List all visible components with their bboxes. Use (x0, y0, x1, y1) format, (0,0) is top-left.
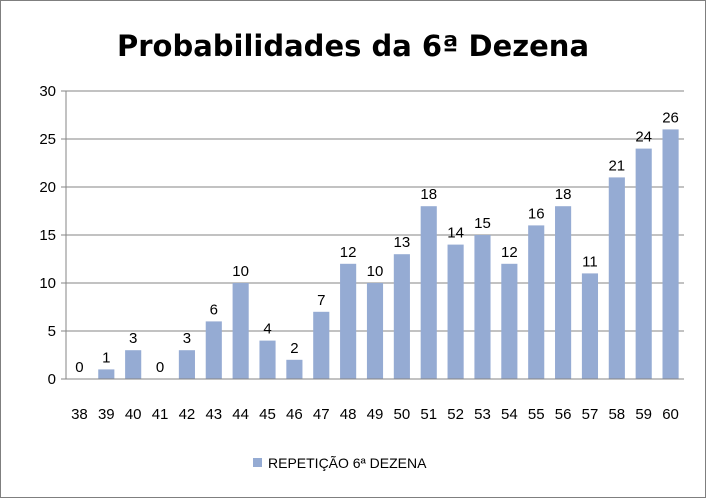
x-tick-label-51: 51 (420, 406, 437, 423)
y-tick-label-15: 15 (39, 227, 56, 244)
bar-60 (662, 129, 679, 379)
x-tick-label-57: 57 (582, 406, 599, 423)
data-label-54: 12 (501, 244, 518, 261)
bar-46 (286, 359, 303, 379)
legend-label: REPETIÇÃO 6ª DEZENA (268, 455, 427, 471)
bar-49 (366, 283, 384, 379)
chart-title: Probabilidades da 6ª Dezena (117, 29, 589, 63)
bars (98, 129, 679, 379)
x-tick-label-54: 54 (501, 406, 518, 423)
bar-51 (420, 206, 437, 379)
y-tick-label-5: 5 (48, 323, 56, 340)
x-tick-label-52: 52 (447, 406, 464, 423)
bar-52 (447, 244, 464, 379)
data-label-41: 0 (156, 359, 164, 376)
x-tick-label-43: 43 (205, 406, 222, 423)
bar-47 (313, 311, 330, 379)
data-label-45: 4 (263, 321, 271, 338)
data-label-55: 16 (528, 205, 545, 222)
y-tick-label-25: 25 (39, 131, 56, 148)
data-label-43: 6 (210, 301, 218, 318)
y-tick-label-0: 0 (48, 371, 56, 388)
x-tick-label-56: 56 (555, 406, 572, 423)
x-tick-label-45: 45 (259, 406, 276, 423)
data-label-51: 18 (420, 186, 437, 203)
x-tick-label-50: 50 (394, 406, 411, 423)
x-tick-label-46: 46 (286, 406, 303, 423)
bar-39 (98, 369, 115, 379)
data-label-60: 26 (662, 109, 679, 126)
bar-53 (474, 235, 491, 379)
bar-59 (635, 148, 652, 379)
bar-55 (528, 225, 545, 379)
bar-48 (340, 263, 357, 379)
data-label-58: 21 (608, 157, 625, 174)
y-tick-label-20: 20 (39, 179, 56, 196)
data-label-49: 10 (367, 263, 384, 280)
y-tick-label-10: 10 (39, 275, 56, 292)
y-tick-label-30: 30 (39, 83, 56, 100)
bar-45 (259, 340, 276, 379)
x-tick-label-40: 40 (125, 406, 142, 423)
bar-42 (178, 350, 195, 379)
legend: REPETIÇÃO 6ª DEZENA (253, 455, 427, 471)
x-tick-label-59: 59 (635, 406, 652, 423)
bar-43 (205, 321, 222, 379)
x-tick-label-53: 53 (474, 406, 491, 423)
data-label-52: 14 (447, 225, 464, 242)
data-label-40: 3 (129, 330, 137, 347)
legend-swatch (253, 458, 262, 467)
data-label-57: 11 (582, 253, 598, 270)
x-tick-label-48: 48 (340, 406, 357, 423)
data-label-46: 2 (290, 340, 298, 357)
bar-44 (232, 283, 249, 379)
bar-40 (125, 350, 142, 379)
gridlines (66, 90, 684, 332)
x-tick-label-58: 58 (608, 406, 625, 423)
data-label-47: 7 (317, 292, 325, 309)
data-label-39: 1 (102, 349, 110, 366)
bar-50 (393, 254, 410, 379)
data-label-53: 15 (474, 215, 491, 232)
bar-54 (501, 263, 518, 379)
data-label-48: 12 (340, 244, 357, 261)
x-tick-label-60: 60 (662, 406, 679, 423)
data-label-38: 0 (75, 359, 83, 376)
bar-57 (581, 273, 599, 379)
x-tick-label-44: 44 (232, 406, 249, 423)
x-tick-label-41: 41 (152, 406, 169, 423)
data-label-59: 24 (635, 129, 652, 146)
x-tick-label-39: 39 (98, 406, 115, 423)
x-tick-label-42: 42 (179, 406, 196, 423)
bar-56 (555, 206, 572, 379)
data-label-42: 3 (183, 330, 191, 347)
bar-58 (608, 177, 625, 379)
x-tick-label-55: 55 (528, 406, 545, 423)
x-tick-label-47: 47 (313, 406, 330, 423)
data-label-50: 13 (394, 234, 411, 251)
data-label-44: 10 (232, 263, 249, 280)
x-tick-label-38: 38 (71, 406, 88, 423)
x-tick-label-49: 49 (367, 406, 384, 423)
data-label-56: 18 (555, 186, 572, 203)
